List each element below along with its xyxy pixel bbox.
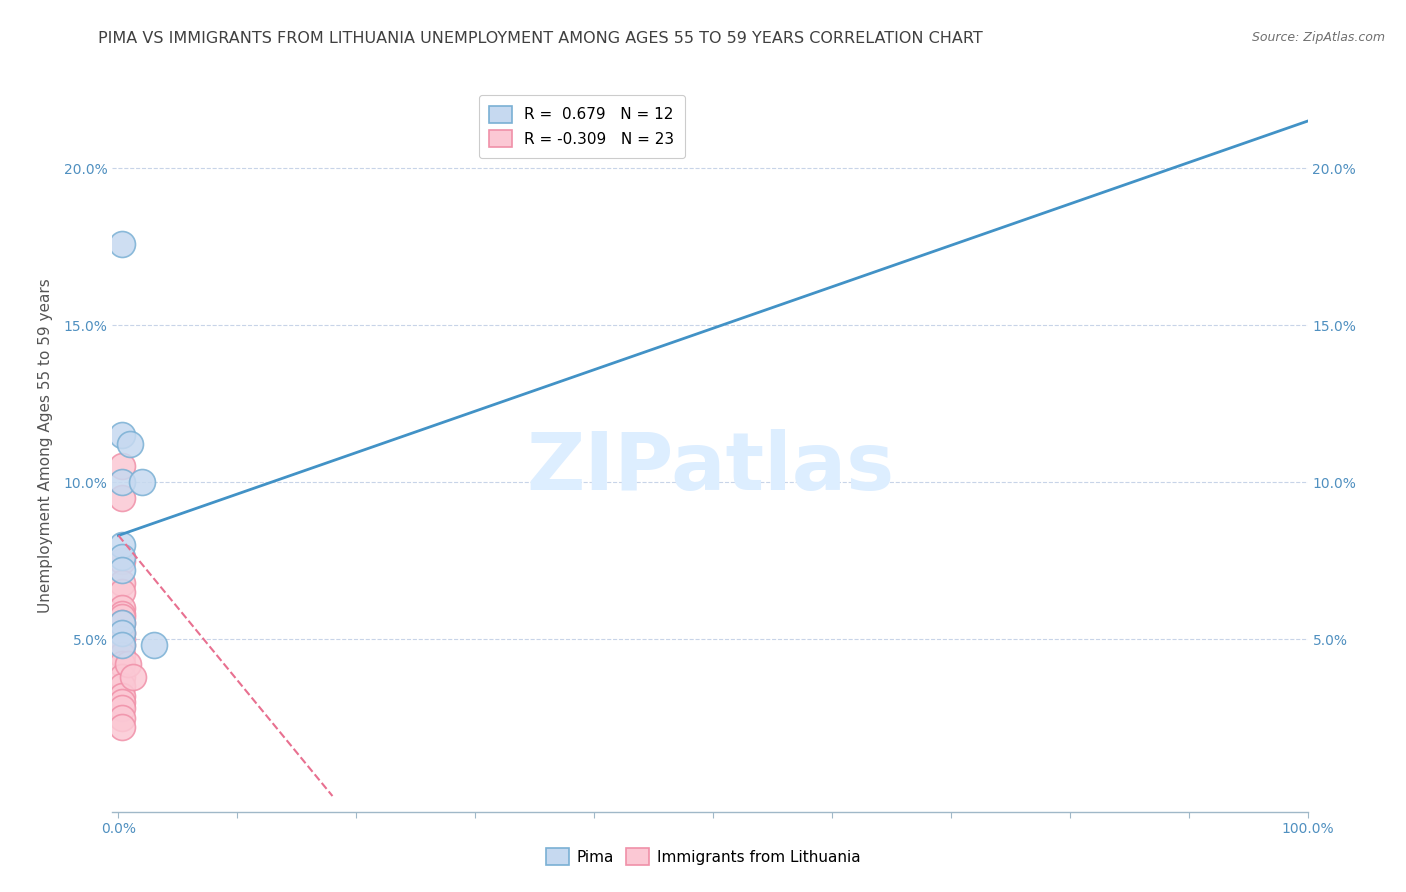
Point	[111, 701, 134, 715]
Y-axis label: Unemployment Among Ages 55 to 59 years: Unemployment Among Ages 55 to 59 years	[38, 278, 52, 614]
Point	[111, 616, 134, 631]
Point	[111, 648, 134, 662]
Legend: Pima, Immigrants from Lithuania: Pima, Immigrants from Lithuania	[540, 842, 866, 871]
Text: Source: ZipAtlas.com: Source: ZipAtlas.com	[1251, 31, 1385, 45]
Point	[111, 585, 134, 599]
Point	[111, 689, 134, 703]
Point	[111, 625, 134, 640]
Text: ZIPatlas: ZIPatlas	[526, 429, 894, 507]
Point	[111, 695, 134, 709]
Point	[111, 670, 134, 684]
Point	[111, 610, 134, 624]
Point	[111, 638, 134, 652]
Point	[111, 491, 134, 505]
Point	[111, 657, 134, 672]
Point	[111, 600, 134, 615]
Point	[111, 475, 134, 489]
Point	[111, 538, 134, 552]
Point	[117, 657, 139, 672]
Text: PIMA VS IMMIGRANTS FROM LITHUANIA UNEMPLOYMENT AMONG AGES 55 TO 59 YEARS CORRELA: PIMA VS IMMIGRANTS FROM LITHUANIA UNEMPL…	[98, 31, 983, 46]
Point	[111, 679, 134, 693]
Point	[111, 710, 134, 724]
Point	[111, 428, 134, 442]
Point	[111, 720, 134, 734]
Point	[111, 632, 134, 646]
Point	[111, 575, 134, 590]
Point	[143, 638, 166, 652]
Point	[111, 459, 134, 474]
Point	[111, 616, 134, 631]
Point	[111, 607, 134, 621]
Point	[111, 553, 134, 567]
Point	[120, 437, 142, 451]
Legend: R =  0.679   N = 12, R = -0.309   N = 23: R = 0.679 N = 12, R = -0.309 N = 23	[478, 95, 685, 158]
Point	[111, 236, 134, 251]
Point	[111, 625, 134, 640]
Point	[131, 475, 153, 489]
Point	[121, 670, 143, 684]
Point	[111, 638, 134, 652]
Point	[111, 563, 134, 577]
Point	[111, 550, 134, 565]
